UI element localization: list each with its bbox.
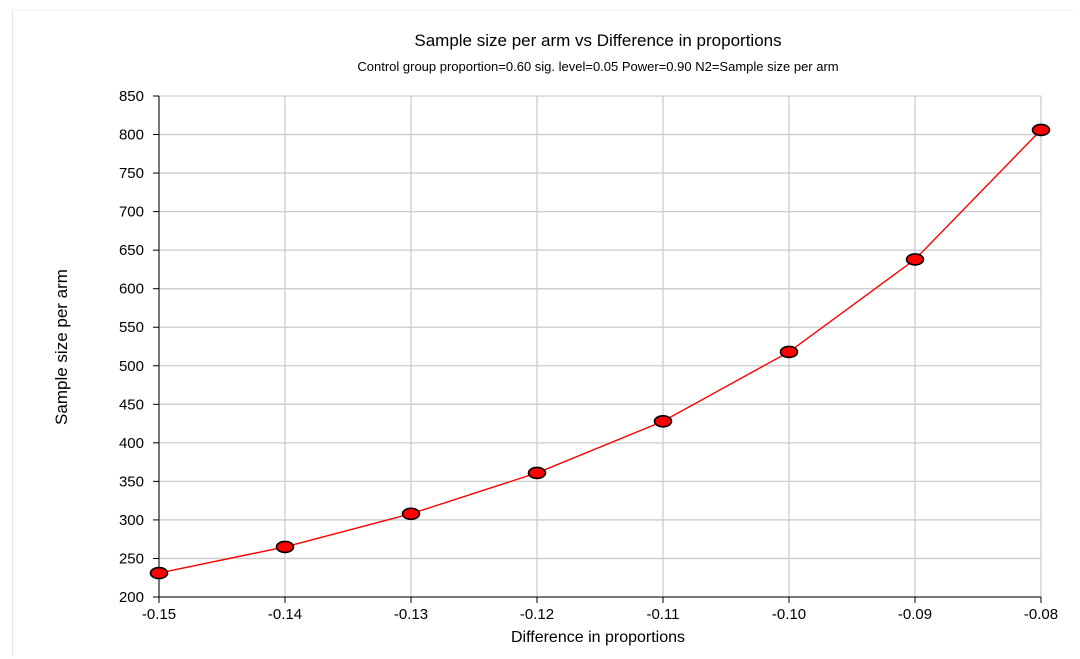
y-tick-label: 650: [119, 242, 144, 259]
x-tick-label: -0.12: [520, 606, 554, 623]
y-tick-label: 800: [119, 127, 144, 144]
chart-frame: [12, 10, 1074, 657]
chart-subtitle: Control group proportion=0.60 sig. level…: [357, 59, 838, 74]
data-point-marker: [779, 345, 799, 359]
y-axis-label: Sample size per arm: [52, 269, 71, 425]
y-tick-label: 250: [119, 550, 144, 567]
data-point-marker: [653, 414, 673, 428]
y-tick-label: 500: [119, 358, 144, 375]
data-point-marker: [275, 540, 295, 554]
grid-layer: [158, 95, 1042, 598]
y-tick-label: 450: [119, 396, 144, 413]
data-point-marker: [401, 507, 421, 521]
x-tick-label: -0.14: [268, 606, 302, 623]
chart-title: Sample size per arm vs Difference in pro…: [414, 31, 781, 50]
data-point-marker: [527, 466, 547, 480]
y-tick-label: 350: [119, 473, 144, 490]
x-tick-label: -0.09: [898, 606, 932, 623]
x-tick-label: -0.15: [142, 606, 176, 623]
x-axis-label: Difference in proportions: [511, 629, 685, 646]
y-tick-label: 200: [119, 589, 144, 606]
data-point-marker: [905, 253, 925, 266]
x-tick-label: -0.11: [646, 606, 679, 623]
series-layer: [149, 123, 1051, 580]
axes-layer: [153, 95, 1042, 603]
y-tick-label: 400: [119, 435, 144, 452]
x-tick-label: -0.13: [394, 606, 428, 623]
y-tick-label: 550: [119, 319, 144, 336]
series-line: [158, 129, 1042, 574]
y-tick-label: 850: [119, 88, 144, 105]
tick-labels: 200 250 300 350 400 450 500 550 600 650 700 750 800 8…: [119, 88, 1058, 623]
y-tick-label: 700: [119, 204, 144, 221]
y-tick-label: 750: [119, 165, 144, 182]
x-tick-label: -0.10: [772, 606, 806, 623]
data-point-marker: [1031, 123, 1051, 137]
y-tick-label: 300: [119, 512, 144, 529]
x-tick-label: -0.08: [1024, 606, 1058, 623]
data-point-marker: [149, 566, 169, 580]
y-tick-label: 600: [119, 281, 144, 298]
